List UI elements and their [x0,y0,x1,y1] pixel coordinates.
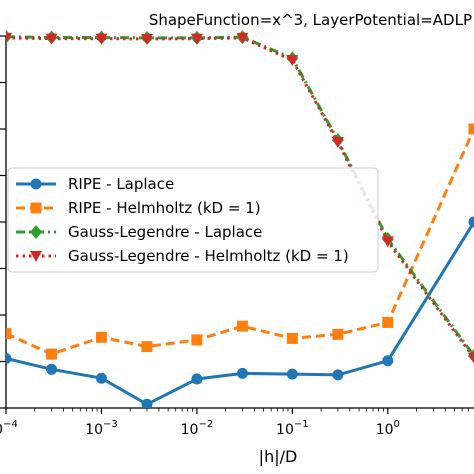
series-0-point-6 [286,368,298,380]
legend-label-3: Gauss-Legendre - Helmholtz (kD = 1) [68,247,349,265]
legend-label-1: RIPE - Helmholtz (kD = 1) [68,199,261,217]
series-1-point-2 [95,331,107,343]
series-0-point-8 [382,355,394,367]
series-1-point-1 [46,348,58,360]
legend: RIPE - Laplace RIPE - Helmholtz (kD = 1) G… [7,167,379,273]
series-1-point-5 [236,320,248,332]
series-0-point-3 [141,398,153,408]
series-3-point-0 [6,32,12,44]
series-group [6,29,474,408]
series-1-point-4 [191,334,203,346]
series-0-point-2 [95,372,107,384]
legend-label-2: Gauss-Legendre - Laplace [68,223,262,241]
legend-label-0: RIPE - Laplace [68,175,174,193]
series-0-point-7 [332,369,344,381]
x-tick-label-4: 100 [376,419,400,438]
x-tick-label-1: 10−3 [85,419,118,438]
series-3-point-9 [468,352,474,364]
legend-marker-0 [30,178,42,190]
series-3-point-1 [45,33,58,45]
series-3-point-4 [190,33,203,45]
series-3-point-8 [381,236,394,248]
series-0-point-1 [46,363,58,375]
series-1-point-0 [6,328,12,340]
plot-area: 0−4 10−3 10−2 10−1 100 [0,29,474,438]
chart-title: ShapeFunction=x^3, LayerPotential=ADLP [149,11,472,29]
legend-marker-1 [30,202,42,214]
x-tick-label-2: 10−2 [181,419,214,438]
legend-box [7,167,379,273]
legend-marker-3 [30,251,42,262]
x-tick-label-0: 0−4 [0,419,18,438]
series-1-point-7 [332,328,344,340]
x-axis-label: |h|/D [259,447,298,466]
series-1-point-8 [382,316,394,328]
series-1-point-6 [286,332,298,344]
series-3-point-2 [95,33,108,45]
x-tick-label-3: 10−1 [276,419,309,438]
series-3-point-7 [331,137,344,149]
series-1-point-9 [468,123,474,135]
series-3-point-3 [140,33,153,45]
series-0-point-9 [468,216,474,228]
series-3-point-5 [236,32,249,44]
legend-marker-2 [30,225,42,239]
series-line-0 [6,221,474,406]
series-0-point-4 [191,373,203,385]
series-0-point-0 [6,353,12,365]
series-3-point-6 [286,55,299,67]
series-line-1 [6,128,474,356]
series-1-point-3 [141,341,153,353]
series-0-point-5 [236,367,248,379]
